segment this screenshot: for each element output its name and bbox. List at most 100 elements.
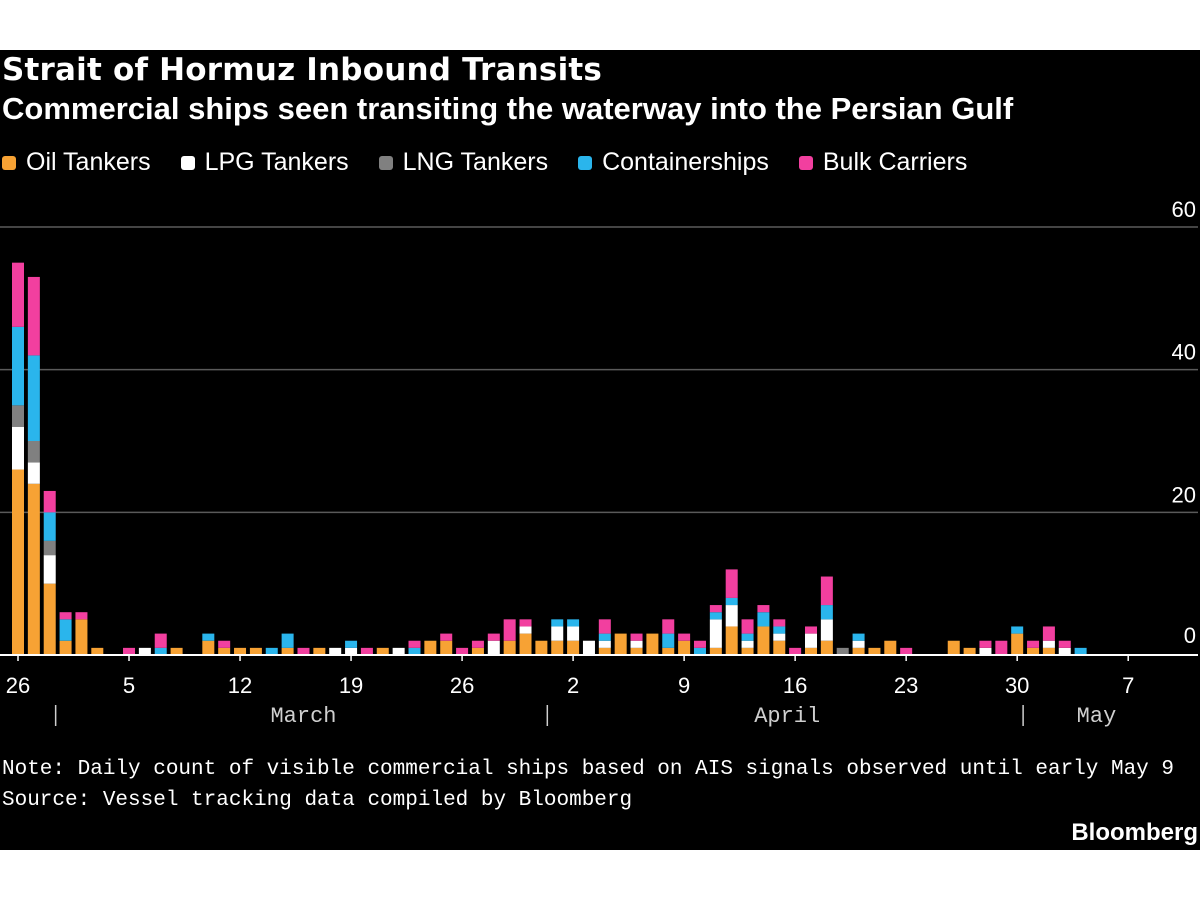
bar-segment [249, 647, 262, 655]
brand-logo: Bloomberg [1071, 819, 1198, 846]
bar-segment [297, 647, 310, 655]
bar-segment [471, 640, 484, 648]
bar-segment [567, 619, 580, 627]
legend-label-lpg-tankers: LPG Tankers [204, 148, 349, 176]
legend-swatch-oil-tankers [2, 155, 16, 170]
bar-segment [440, 640, 453, 655]
bar-segment [598, 619, 611, 634]
bar-segment [519, 633, 532, 655]
bar-segment [535, 640, 548, 655]
chart-panel: Strait of Hormuz Inbound Transits Commer… [0, 50, 1200, 850]
bar-segment [725, 605, 738, 627]
x-tick-label: 16 [783, 673, 807, 698]
bar-segment [551, 619, 564, 627]
legend-item-containerships: Containerships [578, 148, 769, 177]
bar-segment [1058, 647, 1071, 655]
bar-segment [630, 640, 643, 648]
bar-segment [979, 640, 992, 648]
y-tick-label: 20 [1172, 482, 1196, 507]
bar-segment [43, 583, 56, 655]
legend-item-lpg-tankers: LPG Tankers [180, 148, 349, 177]
bar-segment [884, 640, 897, 655]
bar-segment [170, 647, 183, 655]
bar-segment [43, 490, 56, 513]
bar-segment [678, 633, 691, 641]
bar-segment [27, 462, 40, 484]
month-label: March [270, 704, 336, 729]
bar-segment [75, 612, 88, 620]
x-tick-label: 12 [228, 673, 252, 698]
bar-segment [1027, 640, 1040, 648]
bar-segment [218, 647, 231, 655]
bar-segment [868, 647, 881, 655]
bar-segment [630, 647, 643, 655]
bar-segment [979, 647, 992, 655]
chart-subtitle: Commercial ships seen transiting the wat… [2, 91, 1014, 126]
x-tick-label: 26 [450, 673, 474, 698]
bar-segment [471, 647, 484, 655]
bar-segment [852, 640, 865, 648]
bar-segment [154, 633, 167, 648]
bar-segment [519, 619, 532, 627]
x-tick-label: 30 [1005, 673, 1029, 698]
bar-segment [598, 640, 611, 648]
note-text: Note: Daily count of visible commercial … [2, 758, 1174, 781]
bar-segment [519, 626, 532, 634]
bar-segment [1058, 640, 1071, 648]
bar-segment [59, 640, 72, 655]
bar-segment [678, 640, 691, 655]
bar-segment [12, 262, 24, 327]
bar-segment [757, 612, 770, 627]
bar-segment [487, 640, 500, 655]
bar-segment [805, 626, 817, 634]
bar-segment [709, 647, 722, 655]
bar-segment [27, 355, 40, 441]
bar-segment [598, 633, 611, 641]
bar-segment [662, 633, 675, 648]
y-tick-label: 60 [1172, 197, 1196, 222]
bar-segment [360, 647, 373, 655]
bar-segment [709, 619, 722, 648]
bar-segment [1042, 626, 1055, 641]
y-tick-label: 40 [1172, 340, 1196, 365]
bar-segment [218, 640, 231, 648]
bar-segment [12, 405, 24, 427]
bar-segment [805, 633, 817, 648]
month-label: April [754, 704, 820, 729]
month-label: May [1077, 704, 1117, 729]
bar-segment [551, 626, 564, 641]
bar-segment [265, 647, 278, 655]
bar-segment [757, 605, 770, 613]
bar-segment [614, 633, 627, 655]
bar-segment [852, 633, 865, 641]
legend-label-containerships: Containerships [602, 148, 769, 176]
bar-segment [662, 647, 675, 655]
bar-segment [567, 640, 580, 655]
x-tick-label: 7 [1122, 673, 1134, 698]
bar-segment [12, 469, 24, 655]
bar-segment [1011, 633, 1024, 655]
bar-segment [59, 612, 72, 620]
bar-segment [1074, 647, 1087, 655]
legend: Oil Tankers LPG Tankers LNG Tankers Cont… [2, 148, 997, 177]
bar-segment [725, 569, 738, 598]
bar-segment [392, 647, 405, 655]
bar-segment [630, 633, 643, 641]
bar-segment [836, 647, 849, 655]
bar-segment [805, 647, 817, 655]
bar-segment [75, 619, 88, 655]
bar-segment [773, 640, 786, 655]
bar-segment [12, 326, 24, 406]
bar-segment [567, 626, 580, 641]
legend-swatch-lpg-tankers [180, 155, 195, 170]
bar-segment [138, 647, 151, 655]
bar-segment [456, 647, 469, 655]
bar-segment [202, 633, 215, 641]
bar-segment [91, 647, 104, 655]
legend-swatch-lng-tankers [378, 155, 393, 170]
bar-segment [852, 647, 865, 655]
bar-segment [709, 612, 722, 620]
bar-segment [1042, 640, 1055, 648]
bar-segment [408, 640, 421, 648]
bar-segment [27, 276, 40, 356]
